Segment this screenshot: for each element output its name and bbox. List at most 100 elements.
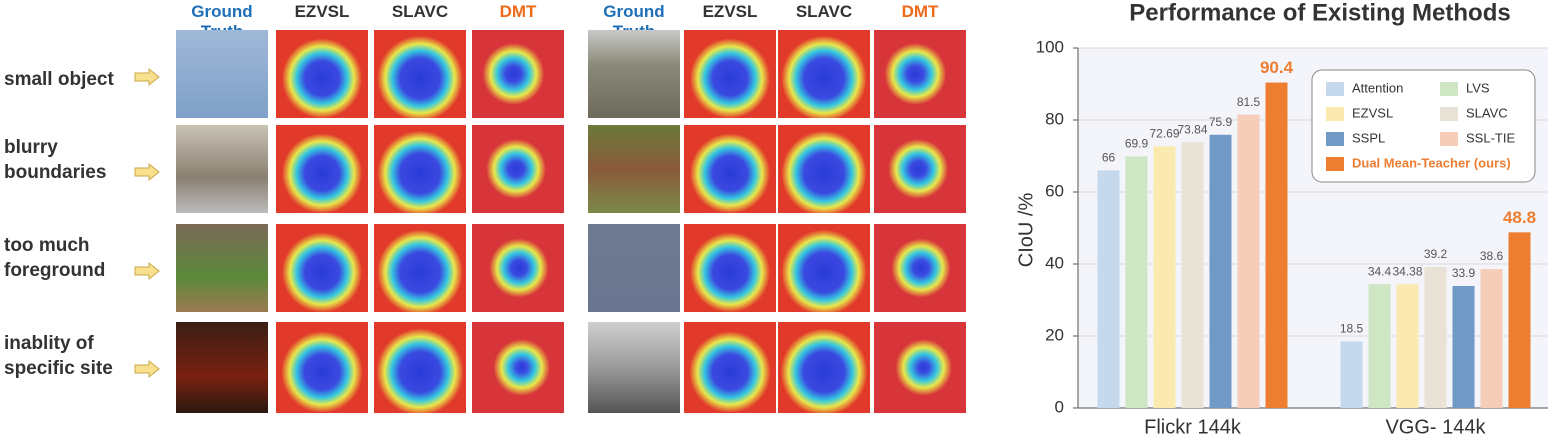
arrow: [134, 359, 160, 379]
image: [588, 322, 680, 413]
image: [588, 30, 680, 118]
image: [684, 30, 776, 118]
legend-label: Attention: [1352, 80, 1403, 95]
arrow-icon: [134, 162, 160, 182]
plot-background: [1078, 48, 1548, 408]
value-label: 33.9: [1452, 266, 1476, 280]
image: [588, 224, 680, 312]
y-tick-label: 20: [1045, 325, 1064, 344]
row-label-line: specific site: [4, 358, 113, 379]
value-label: 34.4: [1368, 264, 1392, 278]
legend-swatch: [1326, 82, 1344, 96]
arrow-icon: [134, 67, 160, 87]
bar: [1209, 134, 1232, 408]
image: [874, 322, 966, 413]
bar: [1265, 82, 1288, 408]
x-tick-label: VGG- 144k: [1385, 416, 1486, 438]
value-label: 39.2: [1424, 247, 1448, 261]
arrow-icon: [134, 359, 160, 379]
legend-swatch: [1326, 157, 1344, 171]
image: [374, 30, 466, 118]
row-label: blurry boundaries: [4, 135, 106, 185]
value-label: 72.69: [1149, 126, 1179, 140]
image: [588, 125, 680, 213]
x-tick-label: Flickr 144k: [1144, 416, 1242, 438]
row-label-line: inablity of: [4, 333, 94, 354]
legend-swatch: [1440, 107, 1458, 121]
image: [374, 125, 466, 213]
column-header: SLAVC: [795, 2, 853, 21]
value-label: 66: [1102, 151, 1116, 165]
image: [276, 125, 368, 213]
bar: [1181, 142, 1204, 408]
row-label: too much foreground: [4, 233, 105, 283]
image: [176, 322, 268, 413]
arrow: [134, 162, 160, 182]
legend-label: SSPL: [1352, 130, 1385, 145]
value-label: 69.9: [1125, 137, 1149, 151]
value-label: 81.5: [1237, 95, 1261, 109]
row-label-line: too much: [4, 235, 90, 256]
image: [472, 322, 564, 413]
chart-title: Performance of Existing Methods: [1129, 0, 1510, 26]
row-label-line: boundaries: [4, 162, 107, 183]
image: [472, 125, 564, 213]
legend-swatch: [1440, 132, 1458, 146]
image: [778, 30, 870, 118]
image: [176, 125, 268, 213]
column-header: DMT: [499, 2, 537, 21]
column-header: SLAVC: [391, 2, 449, 21]
y-tick-label: 100: [1036, 37, 1064, 56]
bar: [1424, 266, 1447, 408]
y-tick-label: 60: [1045, 181, 1064, 200]
row-label: small object: [4, 67, 114, 92]
image: [176, 30, 268, 118]
legend-label: LVS: [1466, 80, 1490, 95]
image: [276, 30, 368, 118]
image: [874, 125, 966, 213]
arrow: [134, 261, 160, 281]
image: [374, 224, 466, 312]
y-tick-label: 0: [1055, 397, 1064, 416]
bar: [1153, 146, 1176, 409]
bar: [1508, 232, 1531, 408]
bar: [1396, 284, 1419, 408]
image: [374, 322, 466, 413]
image: [874, 30, 966, 118]
legend-swatch: [1440, 82, 1458, 96]
bar: [1480, 269, 1503, 408]
image: [778, 322, 870, 413]
y-axis-label: CIoU /%: [1015, 193, 1037, 268]
bar: [1125, 156, 1148, 408]
legend-box: [1311, 69, 1536, 183]
bar: [1237, 114, 1260, 408]
row-label-line: small object: [4, 69, 114, 90]
legend-label: SSL-TIE: [1466, 130, 1515, 145]
image: [778, 224, 870, 312]
legend-swatch: [1326, 107, 1344, 121]
legend-label: SLAVC: [1466, 105, 1508, 120]
value-label: 90.4: [1260, 58, 1294, 77]
arrow: [134, 67, 160, 87]
image: [874, 224, 966, 312]
row-label-line: foreground: [4, 260, 106, 281]
y-tick-label: 80: [1045, 109, 1064, 128]
legend-swatch: [1326, 132, 1344, 146]
bar: [1097, 170, 1120, 408]
arrow-icon: [134, 261, 160, 281]
image: [472, 224, 564, 312]
image: [176, 224, 268, 312]
column-header: EZVSL: [702, 2, 758, 21]
column-header: DMT: [901, 2, 939, 21]
legend-label: EZVSL: [1352, 105, 1393, 120]
image: [276, 322, 368, 413]
bar: [1452, 285, 1475, 408]
row-label-line: blurry: [4, 137, 58, 158]
image: [472, 30, 564, 118]
image: [684, 224, 776, 312]
image: [684, 125, 776, 213]
column-header: EZVSL: [294, 2, 350, 21]
value-label: 18.5: [1340, 322, 1364, 336]
value-label: 34.38: [1392, 264, 1422, 278]
